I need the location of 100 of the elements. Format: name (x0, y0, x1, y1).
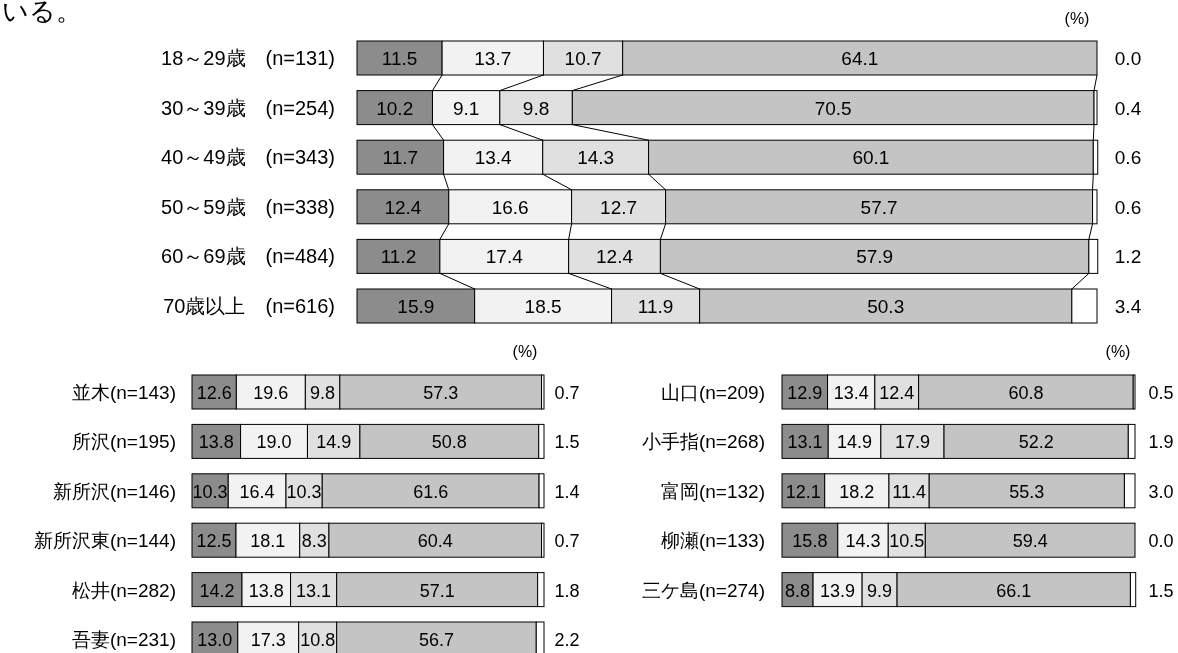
data-label: 60.8 (1008, 383, 1044, 403)
data-label: 17.4 (485, 246, 524, 268)
data-label: 12.5 (196, 531, 232, 552)
data-label: 19.0 (256, 432, 292, 453)
data-label: 60.4 (417, 531, 453, 552)
data-label: 13.8 (248, 580, 284, 601)
data-label: 60.1 (852, 147, 890, 169)
data-label: 10.5 (889, 531, 925, 552)
data-label: 15.9 (397, 296, 435, 317)
data-label: 10.3 (192, 481, 228, 502)
data-label: 11.5 (381, 48, 418, 69)
data-label: 0.7 (554, 383, 580, 403)
data-label: 57.1 (419, 580, 455, 601)
data-label: 0.0 (1148, 531, 1174, 552)
data-label: 16.6 (491, 196, 529, 218)
data-label: 50.8 (431, 432, 467, 453)
data-label: 0.6 (1114, 147, 1142, 169)
data-label: 12.7 (600, 196, 638, 218)
data-label: 13.9 (820, 580, 856, 601)
data-label: 50.3 (867, 296, 905, 317)
data-label: 57.9 (856, 246, 894, 268)
data-label: 14.3 (577, 147, 615, 169)
y-tick-label: 新所沢(n=146) (52, 480, 176, 502)
data-label: 11.9 (637, 296, 674, 317)
y-tick-label: 松井(n=282) (71, 579, 176, 601)
data-label: 19.6 (253, 383, 289, 403)
data-label: 13.1 (296, 580, 332, 601)
data-label: 56.7 (418, 630, 454, 650)
data-label: 0.6 (1114, 196, 1142, 218)
data-label: 11.2 (380, 246, 417, 268)
y-tick-label: 富岡(n=132) (660, 480, 765, 502)
data-label: 55.3 (1009, 481, 1045, 502)
data-label: 1.5 (554, 432, 580, 453)
data-label: 12.4 (596, 246, 634, 268)
data-label: 10.8 (300, 630, 336, 650)
data-label: 1.5 (1148, 580, 1174, 601)
data-label: 17.9 (894, 432, 930, 453)
data-label: 18.1 (250, 531, 286, 552)
data-label: 12.4 (879, 383, 915, 403)
y-tick-label: 吾妻(n=231) (71, 629, 176, 650)
data-label: 66.1 (996, 580, 1032, 601)
y-tick-label: 30～39歳 (n=254) (161, 96, 335, 119)
data-label: 3.0 (1148, 481, 1174, 502)
data-label: 57.7 (860, 196, 898, 218)
data-label: 14.3 (845, 531, 881, 552)
data-label: 18.5 (524, 296, 562, 317)
y-tick-label: 70歳以上 (n=616) (163, 295, 335, 317)
y-tick-label: 40～49歳 (n=343) (161, 146, 335, 169)
data-label: 61.6 (413, 481, 449, 502)
data-label: 10.7 (564, 48, 602, 69)
data-label: 15.8 (792, 531, 828, 552)
y-tick-label: 18～29歳 (n=131) (161, 47, 335, 69)
data-label: 64.1 (841, 48, 879, 69)
data-label: 13.0 (197, 630, 233, 650)
y-tick-label: 所沢(n=195) (71, 431, 176, 453)
text: (%) (512, 343, 538, 360)
data-label: 17.3 (250, 630, 286, 650)
data-label: 13.4 (474, 147, 513, 169)
data-label: 1.8 (554, 580, 580, 601)
text: (%) (1064, 10, 1090, 27)
y-tick-label: 新所沢東(n=144) (33, 530, 176, 552)
data-label: 9.9 (867, 580, 893, 601)
data-label: 0.0 (1114, 48, 1142, 69)
data-label: 70.5 (814, 97, 852, 119)
y-tick-label: 山口(n=209) (660, 382, 765, 403)
data-label: 11.4 (892, 481, 926, 502)
data-label: 1.2 (1114, 246, 1142, 268)
data-label: 10.3 (286, 481, 322, 502)
data-label: 59.4 (1012, 531, 1048, 552)
data-label: 14.2 (199, 580, 235, 601)
data-label: 14.9 (316, 432, 352, 453)
data-label: 12.9 (787, 383, 823, 403)
data-label: 12.4 (384, 196, 422, 218)
data-label: 14.9 (837, 432, 873, 453)
data-label: 12.6 (196, 383, 232, 403)
y-tick-label: 柳瀬(n=133) (660, 530, 765, 552)
data-label: 8.3 (301, 531, 327, 552)
data-label: 9.1 (452, 97, 480, 119)
data-label: 0.5 (1148, 383, 1174, 403)
data-label: 9.8 (310, 383, 336, 403)
text: いる。 (2, 0, 82, 26)
y-tick-label: 小手指(n=268) (641, 431, 765, 453)
data-label: 8.8 (785, 580, 811, 601)
data-label: 0.7 (554, 531, 580, 552)
data-label: 13.8 (198, 432, 234, 453)
data-label: 1.4 (554, 481, 580, 502)
y-tick-label: 三ケ島(n=274) (641, 579, 765, 601)
y-tick-label: 60～69歳 (n=484) (161, 245, 335, 268)
data-label: 0.4 (1114, 97, 1142, 119)
y-tick-label: 50～59歳 (n=338) (161, 195, 335, 218)
data-label: 52.2 (1018, 432, 1054, 453)
data-label: 11.7 (382, 147, 419, 169)
y-tick-label: 並木(n=143) (71, 382, 176, 403)
data-label: 16.4 (239, 481, 275, 502)
data-label: 18.2 (839, 481, 875, 502)
data-label: 9.8 (522, 97, 550, 119)
data-label: 12.1 (785, 481, 821, 502)
data-label: 2.2 (554, 630, 580, 650)
data-label: 13.1 (787, 432, 823, 453)
data-label: 10.2 (376, 97, 414, 119)
